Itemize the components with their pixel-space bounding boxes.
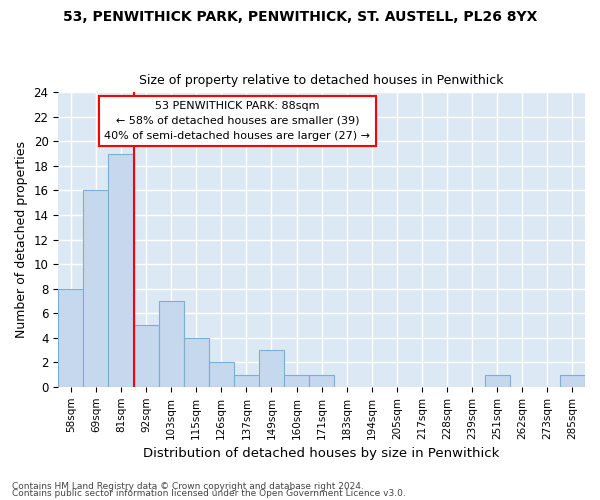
Text: 53 PENWITHICK PARK: 88sqm
← 58% of detached houses are smaller (39)
40% of semi-: 53 PENWITHICK PARK: 88sqm ← 58% of detac…: [104, 101, 370, 141]
Bar: [184, 338, 209, 387]
Text: Contains HM Land Registry data © Crown copyright and database right 2024.: Contains HM Land Registry data © Crown c…: [12, 482, 364, 491]
Bar: [134, 326, 158, 387]
Bar: [560, 374, 585, 387]
X-axis label: Distribution of detached houses by size in Penwithick: Distribution of detached houses by size …: [143, 447, 500, 460]
Bar: [158, 301, 184, 387]
Bar: [309, 374, 334, 387]
Y-axis label: Number of detached properties: Number of detached properties: [15, 141, 28, 338]
Bar: [209, 362, 234, 387]
Title: Size of property relative to detached houses in Penwithick: Size of property relative to detached ho…: [139, 74, 504, 87]
Bar: [109, 154, 134, 387]
Text: 53, PENWITHICK PARK, PENWITHICK, ST. AUSTELL, PL26 8YX: 53, PENWITHICK PARK, PENWITHICK, ST. AUS…: [63, 10, 537, 24]
Bar: [259, 350, 284, 387]
Bar: [485, 374, 510, 387]
Bar: [284, 374, 309, 387]
Text: Contains public sector information licensed under the Open Government Licence v3: Contains public sector information licen…: [12, 490, 406, 498]
Bar: [83, 190, 109, 387]
Bar: [58, 288, 83, 387]
Bar: [234, 374, 259, 387]
